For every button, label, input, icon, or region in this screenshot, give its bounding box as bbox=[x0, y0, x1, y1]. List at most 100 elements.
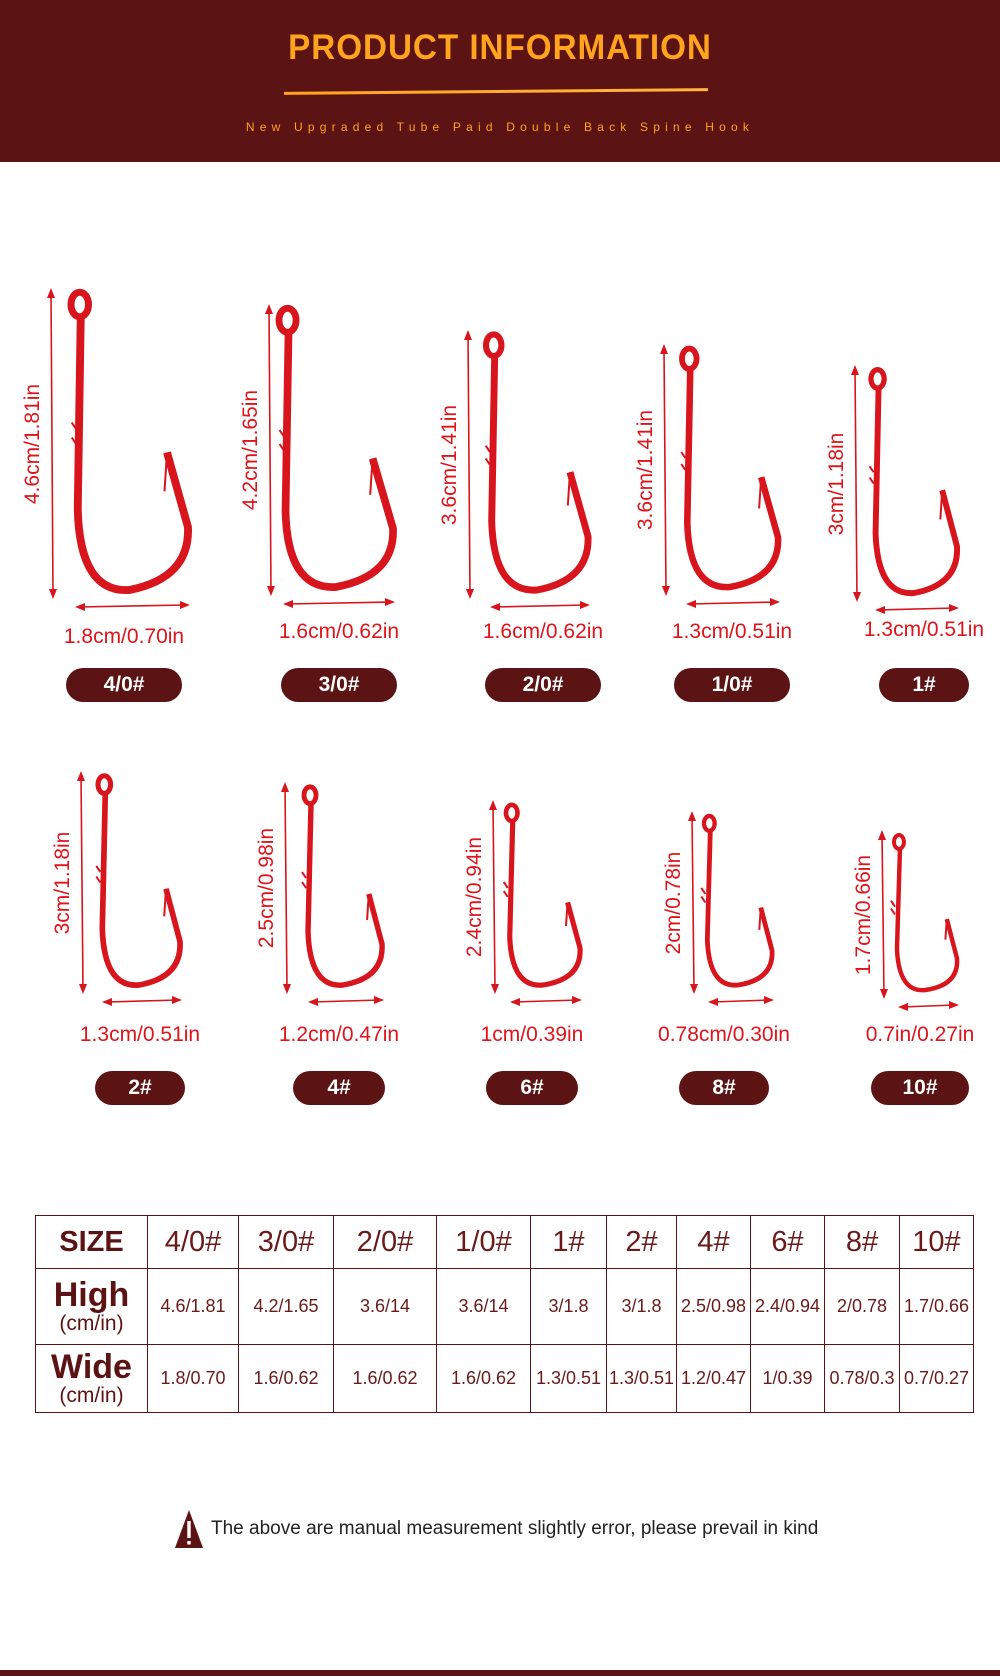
width-arrow bbox=[283, 598, 395, 608]
height-label: 2cm/0.78in bbox=[662, 851, 685, 954]
height-label: 4.6cm/1.81in bbox=[21, 383, 44, 504]
hook-9 bbox=[700, 813, 776, 988]
height-label: 4.2cm/1.65in bbox=[239, 389, 262, 511]
wide-cell: 1.3/0.51 bbox=[606, 1344, 677, 1413]
high-cell: 3/1.8 bbox=[530, 1268, 607, 1345]
width-label: 1.2cm/0.47in bbox=[278, 1023, 400, 1046]
height-label: 1.7cm/0.66in bbox=[852, 854, 875, 975]
size-badge: 2/0# bbox=[485, 668, 601, 702]
width-arrow bbox=[75, 601, 190, 611]
high-cell: 4.6/1.81 bbox=[147, 1268, 239, 1345]
wide-cell: 1.6/0.62 bbox=[333, 1344, 437, 1413]
hook-10 bbox=[890, 833, 961, 993]
width-arrow bbox=[308, 996, 384, 1006]
page-subtitle: New Upgraded Tube Paid Double Back Spine… bbox=[245, 120, 755, 134]
high-label: High bbox=[53, 1275, 130, 1314]
wide-header: Wide (cm/in) bbox=[35, 1344, 148, 1413]
height-arrow bbox=[688, 811, 698, 994]
measurement-notice: The above are manual measurement slightl… bbox=[175, 1510, 818, 1548]
sizes-cell: 10# bbox=[899, 1215, 974, 1269]
wide-unit: (cm/in) bbox=[59, 1383, 124, 1407]
hook-6 bbox=[94, 773, 184, 988]
width-arrow bbox=[686, 598, 780, 608]
high-cell: 3.6/14 bbox=[333, 1268, 437, 1345]
width-label: 1.6cm/0.62in bbox=[278, 620, 400, 643]
hook-5 bbox=[867, 367, 961, 596]
wide-cell: 1.8/0.70 bbox=[147, 1344, 239, 1413]
height-arrow bbox=[851, 365, 861, 602]
warning-icon bbox=[175, 1510, 203, 1548]
wide-cell: 1.3/0.51 bbox=[530, 1344, 607, 1413]
bottom-bar bbox=[0, 1670, 1000, 1676]
hook-icon bbox=[700, 813, 775, 988]
height-label: 2.5cm/0.98in bbox=[255, 827, 278, 949]
height-arrow bbox=[464, 330, 474, 599]
width-arrow bbox=[510, 996, 582, 1006]
width-label: 1cm/0.39in bbox=[480, 1023, 584, 1046]
hook-3 bbox=[482, 331, 592, 594]
hook-4 bbox=[678, 345, 782, 591]
width-label: 1.3cm/0.51in bbox=[79, 1023, 201, 1046]
width-label: 1.3cm/0.51in bbox=[671, 620, 793, 643]
width-label: 0.78cm/0.30in bbox=[658, 1023, 790, 1046]
wide-cell: 0.78/0.3 bbox=[824, 1344, 900, 1413]
high-header: High (cm/in) bbox=[35, 1268, 148, 1345]
page-title: PRODUCT INFORMATION bbox=[288, 28, 712, 67]
hook-7 bbox=[300, 784, 386, 988]
size-table: SIZE 4/0# 3/0# 2/0# 1/0# 1# 2# 4# 6# 8# 10# High (c… bbox=[35, 1215, 974, 1413]
sizes-cell: 2/0# bbox=[333, 1215, 437, 1269]
hook-icon bbox=[890, 833, 960, 993]
width-arrow bbox=[708, 996, 774, 1006]
high-cell: 2/0.78 bbox=[824, 1268, 900, 1345]
hook-1 bbox=[67, 288, 192, 594]
height-arrow bbox=[281, 782, 291, 994]
width-arrow bbox=[490, 601, 590, 611]
sizes-cell: 1/0# bbox=[436, 1215, 531, 1269]
size-badge: 4/0# bbox=[66, 668, 182, 702]
height-label: 3.6cm/1.41in bbox=[634, 409, 657, 531]
sizes-cell: 4# bbox=[676, 1215, 751, 1269]
high-cell: 4.2/1.65 bbox=[238, 1268, 334, 1345]
size-badge: 1/0# bbox=[674, 668, 790, 702]
width-arrow bbox=[102, 996, 182, 1006]
size-badge: 4# bbox=[293, 1071, 385, 1105]
hook-icon bbox=[95, 773, 183, 988]
height-arrow bbox=[660, 344, 670, 596]
hook-2 bbox=[275, 304, 397, 591]
size-badge: 2# bbox=[95, 1071, 185, 1105]
height-arrow bbox=[878, 830, 888, 999]
size-header: SIZE bbox=[35, 1215, 148, 1269]
width-label: 1.8cm/0.70in bbox=[63, 625, 185, 648]
size-badge: 6# bbox=[486, 1071, 578, 1105]
width-label: 1.6cm/0.62in bbox=[482, 620, 604, 643]
hook-icon bbox=[301, 784, 385, 988]
height-label: 2.4cm/0.94in bbox=[463, 836, 486, 958]
wide-cell: 1.6/0.62 bbox=[436, 1344, 531, 1413]
sizes-cell: 3/0# bbox=[238, 1215, 334, 1269]
title-underline bbox=[283, 88, 709, 95]
height-arrow bbox=[47, 288, 57, 599]
high-unit: (cm/in) bbox=[59, 1311, 124, 1335]
header-banner: PRODUCT INFORMATION New Upgraded Tube Pa… bbox=[0, 0, 1000, 162]
sizes-cell: 4/0# bbox=[147, 1215, 239, 1269]
sizes-cell: 8# bbox=[824, 1215, 900, 1269]
wide-cell: 1/0.39 bbox=[750, 1344, 825, 1413]
size-badge: 8# bbox=[679, 1071, 769, 1105]
width-label: 1.3cm/0.51in bbox=[863, 618, 985, 641]
width-label: 0.7in/0.27in bbox=[865, 1023, 975, 1046]
hook-icon bbox=[482, 331, 592, 594]
wide-cell: 1.6/0.62 bbox=[238, 1344, 334, 1413]
hook-icon bbox=[67, 288, 192, 594]
size-badge: 1# bbox=[879, 668, 969, 702]
height-label: 3.6cm/1.41in bbox=[438, 404, 461, 525]
high-cell: 3/1.8 bbox=[606, 1268, 677, 1345]
sizes-cell: 6# bbox=[750, 1215, 825, 1269]
hook-icon bbox=[679, 345, 782, 591]
high-cell: 2.4/0.94 bbox=[750, 1268, 825, 1345]
high-cell: 1.7/0.66 bbox=[899, 1268, 974, 1345]
hook-icon bbox=[502, 802, 583, 988]
hook-icon bbox=[868, 367, 960, 596]
wide-cell: 0.7/0.27 bbox=[899, 1344, 974, 1413]
high-cell: 3.6/14 bbox=[436, 1268, 531, 1345]
sizes-cell: 2# bbox=[606, 1215, 677, 1269]
